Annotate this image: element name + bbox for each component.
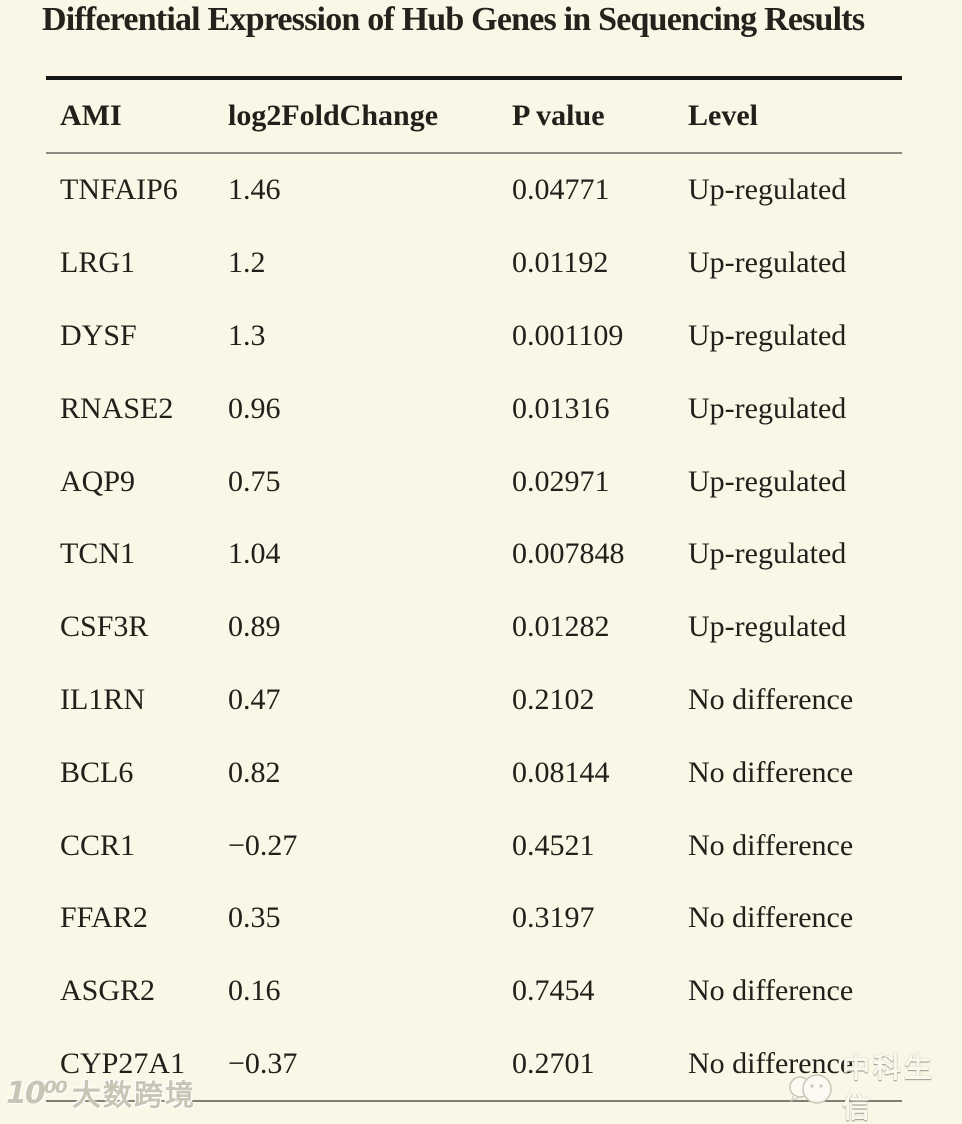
log2fc-cell: 1.04	[228, 537, 281, 571]
table-row: IL1RN 0.47 0.2102 No difference	[46, 664, 902, 737]
level-cell: No difference	[688, 828, 854, 862]
table-row: CYP27A1 −0.37 0.2701 No difference	[46, 1028, 902, 1101]
gene-cell: TCN1	[60, 537, 135, 571]
level-cell: Up-regulated	[688, 318, 847, 352]
table-row: TCN1 1.04 0.007848 Up-regulated	[46, 518, 902, 591]
table-row: AQP9 0.75 0.02971 Up-regulated	[46, 445, 902, 518]
level-cell: No difference	[688, 1046, 854, 1080]
pvalue-cell: 0.01282	[512, 610, 610, 644]
log2fc-cell: 0.75	[228, 464, 281, 498]
gene-cell: CYP27A1	[60, 1046, 186, 1080]
level-cell: Up-regulated	[688, 246, 847, 280]
table-header-rule	[46, 152, 902, 154]
gene-cell: BCL6	[60, 755, 134, 789]
level-cell: No difference	[688, 974, 854, 1008]
log2fc-cell: −0.37	[228, 1046, 298, 1080]
pvalue-cell: 0.001109	[512, 318, 624, 352]
level-cell: Up-regulated	[688, 537, 847, 571]
gene-cell: LRG1	[60, 246, 135, 280]
dashukuajing-watermark: 10⁰⁰ 大数跨境	[6, 1072, 196, 1114]
pvalue-cell: 0.2102	[512, 682, 595, 716]
pvalue-cell: 0.7454	[512, 974, 595, 1008]
gene-cell: RNASE2	[60, 391, 174, 425]
level-cell: Up-regulated	[688, 464, 847, 498]
log2fc-cell: 0.82	[228, 755, 281, 789]
level-cell: No difference	[688, 901, 854, 935]
zhongke-watermark-text: 中科生信	[842, 1051, 936, 1124]
pvalue-cell: 0.01192	[512, 246, 609, 280]
log2fc-cell: 0.47	[228, 682, 281, 716]
pvalue-cell: 0.01316	[512, 391, 610, 425]
gene-cell: ASGR2	[60, 974, 156, 1008]
gene-cell: AQP9	[60, 464, 136, 498]
gene-cell: DYSF	[60, 318, 137, 352]
pvalue-cell: 0.2701	[512, 1046, 595, 1080]
zhongke-shengxin-watermark: 中科生信	[786, 1046, 962, 1124]
log2fc-cell: 0.35	[228, 901, 281, 935]
table-row: CCR1 −0.27 0.4521 No difference	[46, 809, 902, 882]
level-cell: No difference	[688, 755, 854, 789]
gene-cell: CSF3R	[60, 610, 149, 644]
table-bottom-rule	[46, 1100, 902, 1103]
table-row: BCL6 0.82 0.08144 No difference	[46, 736, 902, 809]
pvalue-cell: 0.4521	[512, 828, 595, 862]
dashukuajing-logo-icon: 10⁰⁰	[6, 1075, 68, 1111]
column-header-log2fc: log2FoldChange	[228, 99, 439, 132]
level-cell: Up-regulated	[688, 610, 847, 644]
table-header-row: AMI log2FoldChange P value Level	[46, 80, 902, 152]
column-header-gene: AMI	[60, 99, 122, 132]
log2fc-cell: 1.46	[228, 173, 281, 207]
column-header-level: Level	[688, 99, 758, 132]
table-row: CSF3R 0.89 0.01282 Up-regulated	[46, 591, 902, 664]
gene-cell: FFAR2	[60, 901, 148, 935]
table-row: TNFAIP6 1.46 0.04771 Up-regulated	[46, 154, 902, 227]
table-body: TNFAIP6 1.46 0.04771 Up-regulated LRG1 1…	[46, 154, 902, 1100]
chat-bubble-faces-icon	[786, 1063, 838, 1109]
level-cell: Up-regulated	[688, 173, 847, 207]
gene-cell: IL1RN	[60, 682, 145, 716]
log2fc-cell: 1.3	[228, 318, 266, 352]
level-cell: Up-regulated	[688, 391, 847, 425]
table-row: DYSF 1.3 0.001109 Up-regulated	[46, 300, 902, 373]
pvalue-cell: 0.04771	[512, 173, 610, 207]
table-top-rule	[46, 76, 902, 80]
pvalue-cell: 0.08144	[512, 755, 610, 789]
dashukuajing-watermark-text: 大数跨境	[72, 1078, 197, 1112]
column-header-pvalue: P value	[512, 99, 605, 132]
gene-expression-table: AMI log2FoldChange P value Level TNFAIP6…	[46, 76, 902, 1103]
log2fc-cell: −0.27	[228, 828, 298, 862]
pvalue-cell: 0.3197	[512, 901, 595, 935]
level-cell: No difference	[688, 682, 854, 716]
gene-cell: TNFAIP6	[60, 173, 178, 207]
log2fc-cell: 0.89	[228, 610, 281, 644]
gene-cell: CCR1	[60, 828, 136, 862]
table-title: Differential Expression of Hub Genes in …	[42, 1, 865, 38]
table-row: FFAR2 0.35 0.3197 No difference	[46, 882, 902, 955]
pvalue-cell: 0.007848	[512, 537, 625, 571]
table-row: ASGR2 0.16 0.7454 No difference	[46, 955, 902, 1028]
pvalue-cell: 0.02971	[512, 464, 610, 498]
table-row: RNASE2 0.96 0.01316 Up-regulated	[46, 372, 902, 445]
table-row: LRG1 1.2 0.01192 Up-regulated	[46, 227, 902, 300]
log2fc-cell: 0.96	[228, 391, 281, 425]
log2fc-cell: 0.16	[228, 974, 281, 1008]
log2fc-cell: 1.2	[228, 246, 266, 280]
